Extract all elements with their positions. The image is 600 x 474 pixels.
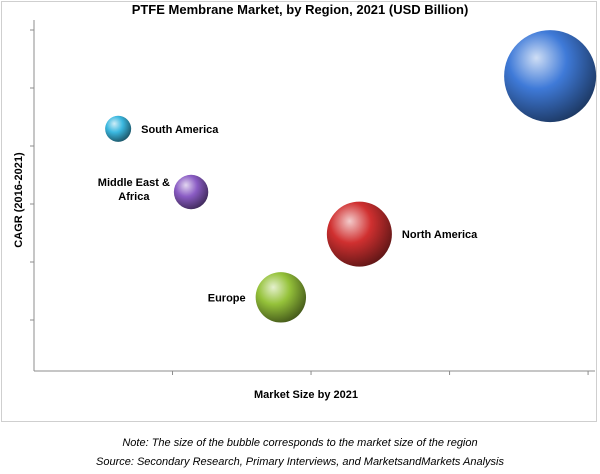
bubble-middle-east-africa <box>173 174 209 210</box>
y-axis-label: CAGR (2016-2021) <box>13 152 25 248</box>
x-axis-label: Market Size by 2021 <box>254 389 358 401</box>
chart-title: PTFE Membrane Market, by Region, 2021 (U… <box>131 2 469 17</box>
chart-frame <box>1 1 597 422</box>
bubble-label: South America <box>141 124 219 136</box>
bubble-label: Middle East & Africa <box>98 177 170 203</box>
bubble-label: Europe <box>208 292 246 304</box>
bubble-asia-pacific <box>504 30 597 123</box>
bubble-label: North America <box>402 229 478 241</box>
footnote-note: Note: The size of the bubble corresponds… <box>122 437 478 449</box>
bubble-europe <box>255 272 307 323</box>
footnote-source: Source: Secondary Research, Primary Inte… <box>96 456 504 468</box>
bubble-south-america <box>105 115 132 142</box>
bubble-north-america <box>326 201 392 267</box>
